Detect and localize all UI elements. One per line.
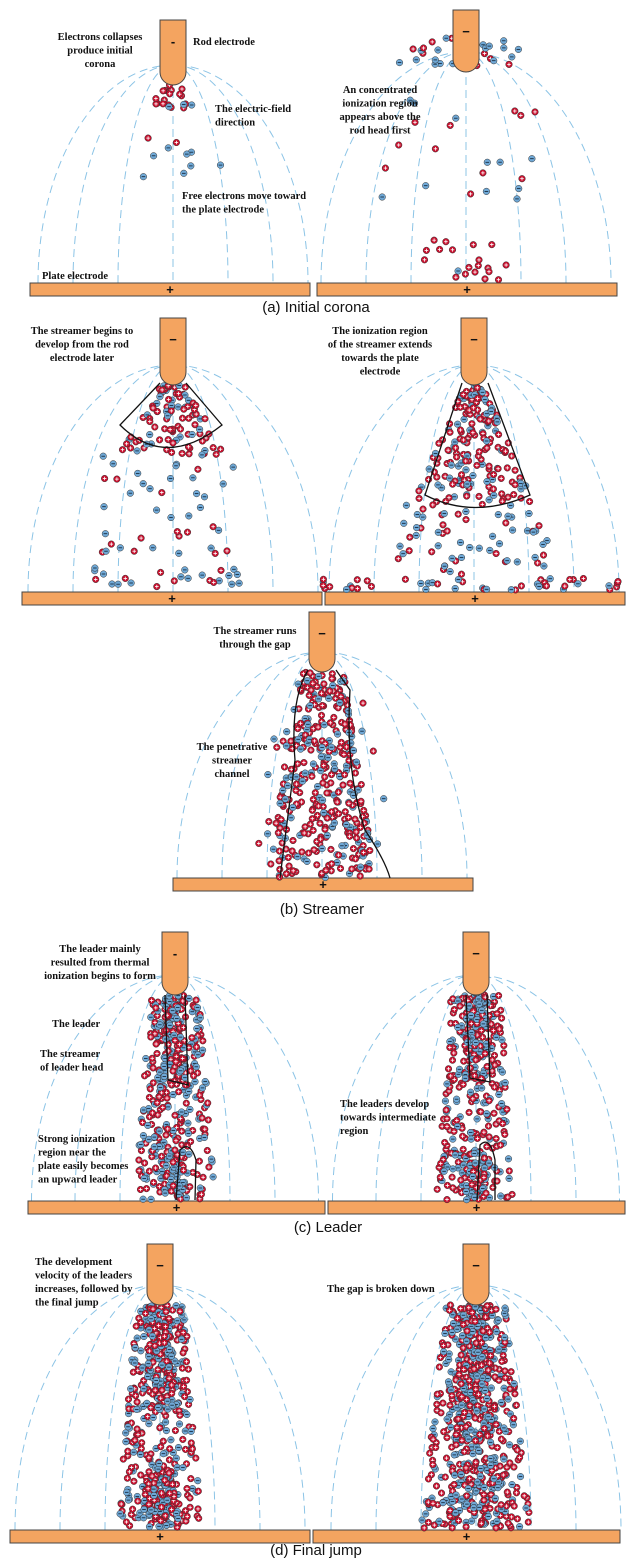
- annotation: Rod electrode: [193, 37, 255, 48]
- annotation: develop from the rod: [35, 340, 129, 351]
- annotation: The leader: [52, 1019, 100, 1030]
- panel: +−The streamer runsthrough the gapThe pe…: [173, 612, 473, 892]
- annotation: streamer: [212, 756, 252, 767]
- annotation: ionization begins to form: [44, 971, 156, 982]
- annotation: Strong ionization: [38, 1134, 115, 1145]
- annotation: ionization region: [342, 99, 418, 110]
- rod-sign: -: [171, 34, 175, 49]
- annotation: The streamer: [40, 1049, 100, 1060]
- rod-electrode: [160, 20, 186, 85]
- annotation: direction: [215, 118, 255, 129]
- rod-electrode: [453, 10, 479, 72]
- panel: + - Electrons collapses produce initial coro…: [30, 20, 310, 297]
- annotation: The electric-field: [215, 104, 291, 115]
- rod-electrode: [461, 318, 487, 385]
- annotation: An concentrated: [343, 85, 418, 96]
- annotation: appears above the: [339, 112, 420, 123]
- annotation: rod head first: [349, 126, 411, 137]
- rod-sign: -: [173, 946, 177, 961]
- plate-sign: +: [463, 282, 471, 297]
- panel: + − An concentrated ionization region appear…: [317, 10, 617, 297]
- annotation: The streamer begins to: [31, 326, 134, 337]
- panel: + − The ionization region of the streamer e…: [320, 318, 625, 606]
- annotation: Free electrons move toward: [182, 191, 306, 202]
- annotation: electrode: [360, 367, 401, 378]
- panel: +-The leader mainlyresulted from thermal…: [28, 932, 325, 1215]
- annotation: corona: [85, 59, 116, 70]
- panel: +−The leaders developtowards intermediat…: [328, 932, 625, 1215]
- annotation: Plate electrode: [42, 271, 108, 282]
- annotation: channel: [214, 769, 249, 780]
- annotation: the plate electrode: [182, 205, 264, 216]
- annotation: through the gap: [219, 640, 291, 651]
- annotation: towards the plate: [341, 353, 419, 364]
- panel: + − The streamer begins to develop from the…: [22, 318, 322, 606]
- annotation: produce initial: [67, 46, 133, 57]
- rod-electrode: [162, 932, 188, 995]
- annotation: The ionization region: [332, 326, 428, 337]
- annotation: electrode later: [50, 353, 115, 364]
- annotation: resulted from thermal: [51, 958, 150, 969]
- rod-sign: −: [318, 626, 326, 641]
- annotation: an upward leader: [38, 1175, 118, 1186]
- rod-sign: −: [470, 332, 478, 347]
- plate-sign: +: [166, 282, 174, 297]
- annotation: The penetrative: [197, 742, 268, 753]
- plate-sign: +: [168, 591, 176, 606]
- rod-sign: −: [462, 24, 470, 39]
- annotation: The leader mainly: [59, 944, 141, 955]
- plate-sign: +: [471, 591, 479, 606]
- annotation: region near the: [38, 1148, 106, 1159]
- annotation: of leader head: [40, 1063, 104, 1074]
- rod-sign: −: [169, 332, 177, 347]
- annotation: of the streamer extends: [328, 340, 432, 351]
- rod-electrode: [160, 318, 186, 385]
- rod-electrode: [309, 612, 335, 672]
- figure: + - Electrons collapses produce initial coro…: [0, 0, 631, 1558]
- annotation: Electrons collapses: [58, 32, 143, 43]
- annotation: plate easily becomes: [38, 1161, 128, 1172]
- annotation: The streamer runs: [213, 626, 296, 637]
